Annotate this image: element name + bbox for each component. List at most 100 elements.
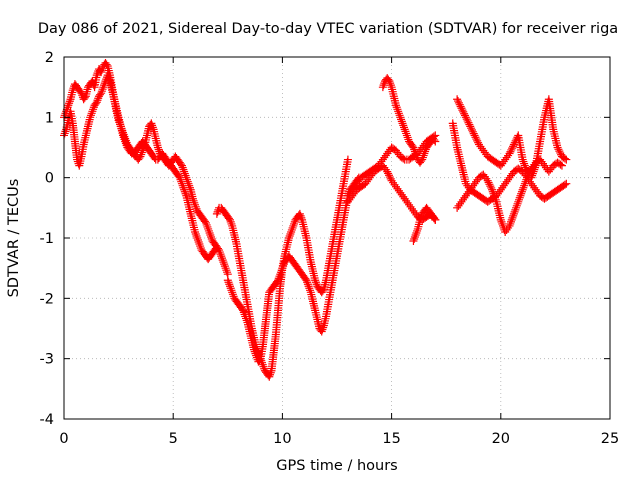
data-point [521,177,530,186]
data-point [379,81,388,90]
data-point [544,167,553,176]
data-point [484,178,493,187]
data-point [419,151,428,160]
data-point [469,181,478,190]
data-point [465,120,474,129]
data-point [469,129,478,138]
data-point [296,211,305,220]
data-point [87,109,96,118]
data-point [453,95,462,104]
data-point [118,131,127,140]
data-point [502,177,511,186]
data-point [352,179,361,188]
data-point [516,191,525,200]
data-point [467,124,476,133]
data-point [191,229,200,238]
data-point [462,115,471,124]
data-point [512,203,521,212]
data-point [540,161,549,170]
data-point [407,204,416,213]
data-point [531,185,540,194]
data-point [193,234,202,242]
data-point [496,215,505,224]
data-point [509,140,518,149]
data-point [203,222,212,231]
data-point [391,146,400,155]
data-point [421,147,430,156]
data-point [222,266,231,275]
data-point [507,215,516,224]
chart-title: Day 086 of 2021, Sidereal Day-to-day VTE… [38,21,618,37]
data-point [213,207,222,216]
data-point [174,172,183,181]
grid [64,57,610,419]
data-point [527,164,536,173]
data-point [219,258,228,267]
data-point [318,286,327,295]
data-point [64,101,73,110]
data-point [512,201,521,210]
data-point [266,370,275,379]
data-point [520,161,529,170]
data-point [393,105,402,114]
series-segment-lower-early [60,71,221,264]
data-point [420,149,429,158]
data-point [136,152,145,161]
data-point [242,314,250,323]
data-point [147,119,156,128]
data-point [226,217,235,226]
data-point [418,155,427,164]
data-point [394,186,403,195]
data-point [380,153,389,162]
data-point [518,155,527,164]
data-point [228,290,237,299]
data-point [508,144,517,153]
data-point [519,183,528,192]
data-point [272,277,281,286]
data-point [216,250,225,259]
data-point [456,102,465,111]
data-point [430,214,439,223]
data-point [402,196,411,205]
data-point [524,170,533,179]
data-point [354,177,363,186]
data-point [394,107,403,116]
data-point [275,272,284,281]
data-point [528,162,537,171]
data-point [242,316,251,325]
data-point [204,224,213,233]
data-point [383,149,392,158]
data-point [461,113,470,122]
data-point [212,243,221,252]
data-point [457,197,466,206]
data-point [431,137,440,146]
data-point [393,148,402,157]
data-point [287,225,296,234]
data-point [258,360,267,369]
data-point [506,217,515,226]
data-point [191,227,200,236]
data-point [405,200,414,209]
series-segment-midday [343,161,440,224]
data-point [349,183,358,192]
data-point [385,77,394,86]
data-point [508,213,517,222]
data-point [202,220,211,229]
data-point [137,150,146,159]
data-point [346,187,355,196]
data-point [179,183,188,192]
data-point [250,345,259,354]
data-point [556,148,565,157]
data-point [417,157,426,166]
data-point [488,187,497,196]
data-point [225,280,234,289]
data-point [537,157,546,166]
data-point [255,356,264,365]
data-point [459,107,468,116]
data-point [384,75,393,84]
data-point [466,122,475,131]
data-point [431,215,440,224]
data-point [411,149,420,158]
data-point [266,368,275,377]
data-point [177,161,186,170]
